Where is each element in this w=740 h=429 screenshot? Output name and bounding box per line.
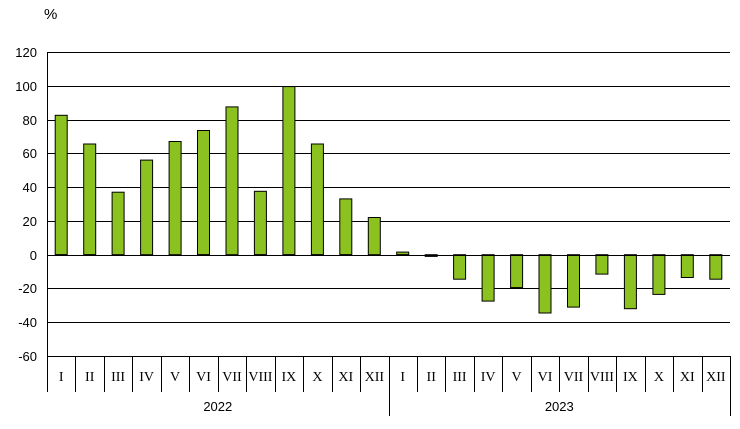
- x-tick-label: IV: [481, 370, 496, 385]
- bar-2022-IX: [282, 86, 296, 256]
- x-tick-label: XI: [680, 370, 695, 385]
- bar-2022-XII: [367, 217, 381, 256]
- x-tick-label: V: [170, 370, 180, 385]
- bar-2022-I: [54, 114, 68, 256]
- y-tick-label: 100: [15, 79, 37, 94]
- bar-2022-VII: [225, 106, 239, 256]
- bar-2023-XII: [709, 254, 723, 280]
- bar-2022-XI: [339, 198, 353, 256]
- x-tick-label: XII: [706, 370, 726, 385]
- x-tick-label: III: [111, 370, 125, 385]
- x-tick-label: IV: [139, 370, 154, 385]
- bar-2022-III: [111, 191, 125, 256]
- x-tick-label: I: [400, 370, 405, 385]
- y-tick-label: -20: [18, 281, 37, 296]
- x-tick-label: I: [59, 370, 64, 385]
- bar-2022-V: [168, 141, 182, 256]
- x-tick-label: IX: [282, 370, 297, 385]
- bar-2022-VI: [197, 130, 210, 256]
- bar-2023-XI: [680, 254, 694, 278]
- bar-2023-III: [453, 254, 467, 280]
- x-tick-label: VI: [538, 370, 553, 385]
- year-label: 2023: [545, 399, 574, 414]
- bars: [54, 86, 723, 314]
- y-tick-label: -40: [18, 315, 37, 330]
- bar-2022-X: [310, 143, 324, 256]
- bar-2023-I: [396, 251, 410, 256]
- x-tick-label: VII: [564, 370, 584, 385]
- bar-2022-VIII: [253, 190, 267, 256]
- bar-2023-VII: [567, 254, 580, 308]
- y-tick-labels: 120 100 80 60 40 20 0 -20 -40 -60: [15, 45, 37, 364]
- x-tick-label: VIII: [590, 370, 614, 385]
- bar-2023-V: [510, 254, 524, 289]
- x-tick-label: X: [312, 370, 322, 385]
- year-labels: 2022 2023: [203, 399, 573, 414]
- x-tick-label: III: [453, 370, 467, 385]
- x-tick-labels: I II III IV V VI VII VIII IX X XI XII I II III IV V VI VII…: [59, 370, 726, 385]
- y-tick-label: 0: [30, 248, 37, 263]
- x-tick-label: II: [85, 370, 95, 385]
- y-tick-label: 80: [23, 113, 37, 128]
- y-axis-unit: %: [44, 6, 58, 23]
- bar-2022-II: [83, 143, 97, 256]
- y-tick-label: 40: [23, 180, 37, 195]
- bar-2022-IV: [140, 159, 154, 256]
- bar-2023-X: [652, 254, 666, 295]
- x-tick-label: VIII: [248, 370, 272, 385]
- x-tick-label: XII: [365, 370, 385, 385]
- x-tick-label: VII: [222, 370, 242, 385]
- y-tick-label: 60: [23, 146, 37, 161]
- x-tick-label: IX: [623, 370, 638, 385]
- y-tick-label: -60: [18, 349, 37, 364]
- bar-2023-VIII: [595, 254, 609, 275]
- y-tick-label: 120: [15, 45, 37, 60]
- x-tick-label: II: [427, 370, 437, 385]
- x-tick-label: VI: [196, 370, 211, 385]
- x-tick-label: XI: [338, 370, 353, 385]
- x-tick-label: X: [654, 370, 664, 385]
- x-tick-label: V: [512, 370, 522, 385]
- axes: [47, 52, 731, 416]
- bar-2023-VI: [538, 254, 552, 314]
- bar-2023-IV: [481, 254, 495, 302]
- bar-2023-IX: [623, 254, 637, 310]
- y-tick-label: 20: [23, 214, 37, 229]
- year-label: 2022: [203, 399, 232, 414]
